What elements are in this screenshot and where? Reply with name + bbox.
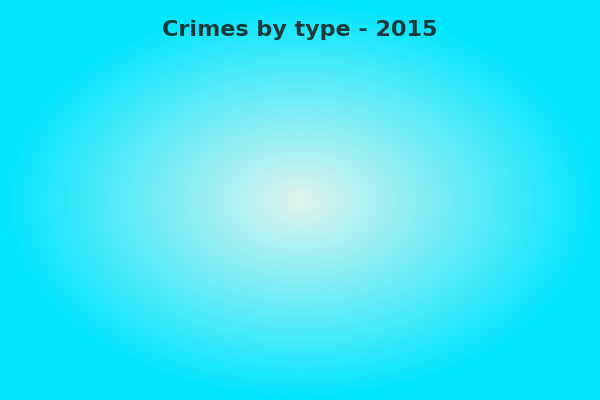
Wedge shape bbox=[125, 93, 475, 355]
Text: City-Data.com: City-Data.com bbox=[416, 70, 506, 83]
Text: Auto thefts (75.0%): Auto thefts (75.0%) bbox=[394, 319, 541, 349]
Text: Thefts (25.0%): Thefts (25.0%) bbox=[146, 115, 248, 142]
Wedge shape bbox=[125, 93, 300, 224]
Text: Crimes by type - 2015: Crimes by type - 2015 bbox=[163, 20, 437, 40]
